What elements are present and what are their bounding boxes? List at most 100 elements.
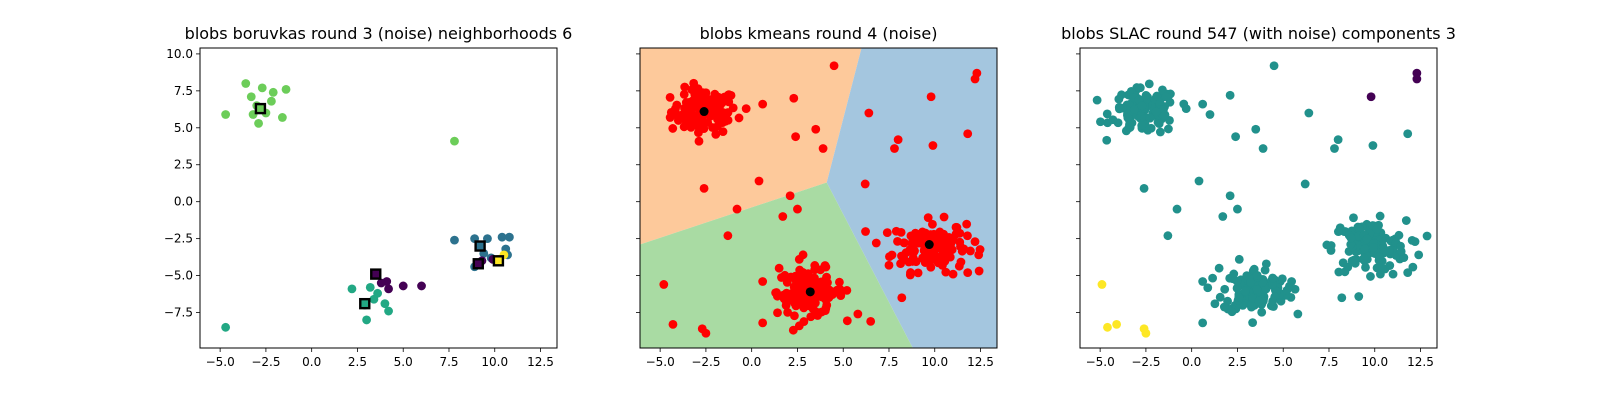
x-tick-label: 2.5 — [348, 355, 367, 369]
data-point — [1369, 243, 1378, 253]
data-point — [866, 316, 876, 326]
data-point — [864, 108, 874, 118]
x-tick-label: 0.0 — [742, 355, 761, 369]
data-point — [887, 250, 897, 260]
data-point — [690, 111, 699, 120]
data-point — [1198, 277, 1208, 286]
data-point — [1268, 273, 1278, 283]
data-point — [1261, 259, 1271, 269]
data-point — [728, 103, 738, 113]
data-point — [1102, 135, 1112, 145]
data-point — [939, 212, 949, 222]
data-point — [1372, 224, 1382, 234]
data-point — [1422, 231, 1432, 241]
data-point — [974, 250, 984, 260]
data-point — [1261, 284, 1271, 294]
data-point — [1347, 256, 1357, 266]
data-point — [1097, 280, 1107, 289]
data-point — [1102, 109, 1112, 119]
data-point — [822, 272, 831, 282]
axes-frame — [639, 47, 998, 349]
data-point — [221, 110, 231, 119]
data-point — [842, 316, 852, 326]
data-point — [277, 113, 287, 122]
data-point — [842, 285, 852, 295]
data-point — [221, 322, 231, 332]
x-tick-label: 5.0 — [394, 355, 413, 369]
data-point — [1158, 85, 1167, 95]
data-point — [1155, 127, 1165, 137]
data-point — [974, 266, 984, 276]
cluster-center — [924, 240, 934, 250]
axes-frame — [1079, 47, 1438, 349]
data-point — [1172, 204, 1182, 214]
data-point — [1092, 95, 1102, 105]
x-tick-label: −5.0 — [1086, 355, 1115, 369]
data-point — [948, 269, 958, 279]
data-point — [932, 240, 942, 250]
plot-area — [1092, 61, 1432, 338]
data-point — [450, 136, 459, 146]
x-tick-label: −5.0 — [646, 355, 675, 369]
data-point — [963, 129, 973, 139]
data-point — [1125, 120, 1134, 129]
data-point — [940, 256, 950, 266]
x-tick-label: 12.5 — [967, 355, 994, 369]
data-point — [1252, 270, 1262, 280]
x-tick-label: 12.5 — [527, 355, 554, 369]
data-point — [944, 244, 954, 254]
data-point — [1300, 179, 1310, 189]
data-point — [793, 204, 802, 214]
data-point — [810, 265, 820, 275]
x-tick-label: 2.5 — [788, 355, 807, 369]
data-point — [380, 299, 390, 309]
x-tick-label: 12.5 — [1407, 355, 1434, 369]
data-point — [1130, 105, 1139, 115]
data-point — [246, 92, 256, 102]
data-point — [928, 141, 938, 150]
data-point — [893, 135, 903, 145]
data-point — [794, 254, 804, 264]
data-point — [1349, 213, 1358, 223]
data-point — [955, 237, 965, 247]
data-point — [970, 74, 980, 84]
data-point — [701, 91, 710, 101]
data-point — [1220, 284, 1230, 294]
subplot-kmeans: blobs kmeans round 4 (noise) −5.0 −2.5 0.0… — [636, 24, 998, 369]
data-point — [1326, 246, 1336, 255]
x-tick-label: 7.5 — [1319, 355, 1338, 369]
y-tick-label: 5.0 — [174, 121, 193, 135]
data-point — [1181, 104, 1191, 113]
y-tick-label: −2.5 — [164, 232, 193, 246]
data-point — [1231, 132, 1241, 142]
data-point — [811, 124, 821, 134]
data-point — [905, 270, 915, 280]
data-point — [908, 253, 918, 263]
plot-area — [221, 79, 514, 332]
data-point — [944, 232, 954, 242]
data-point — [899, 238, 909, 248]
data-point — [724, 97, 734, 107]
data-point — [882, 228, 892, 237]
data-point — [241, 79, 251, 88]
x-tick-label: 7.5 — [439, 355, 458, 369]
data-point — [910, 232, 920, 241]
data-point — [941, 267, 951, 277]
data-point — [741, 104, 751, 113]
data-point — [450, 235, 459, 245]
data-point — [893, 236, 902, 246]
data-point — [785, 191, 795, 201]
data-point — [1354, 292, 1364, 301]
data-point — [1258, 144, 1268, 153]
data-point — [782, 277, 792, 287]
data-point — [1394, 230, 1404, 240]
data-point — [694, 136, 704, 146]
data-point — [963, 268, 973, 278]
data-point — [281, 84, 291, 94]
x-tick-label: 2.5 — [1228, 355, 1247, 369]
data-point — [1368, 141, 1378, 150]
data-point — [681, 109, 690, 118]
data-point — [926, 230, 936, 239]
cluster-center-marker — [474, 240, 486, 252]
